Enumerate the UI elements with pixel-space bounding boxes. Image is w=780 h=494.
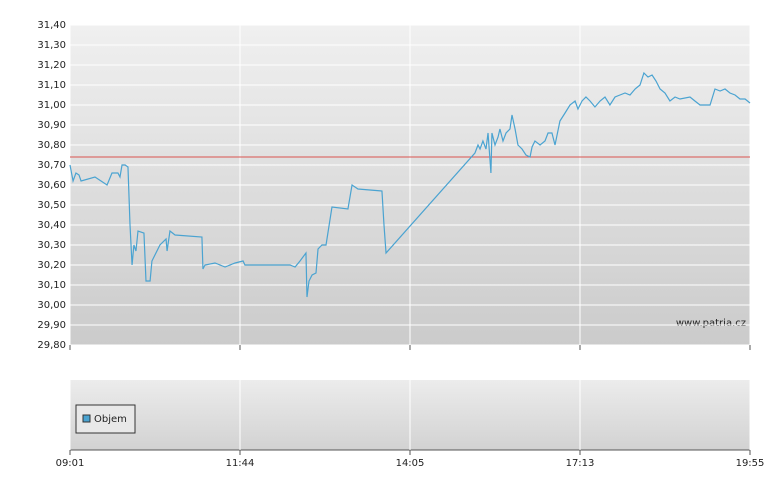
y-tick-label: 31,00 [37,100,66,111]
y-tick-label: 29,80 [37,340,66,351]
x-tick-label: 17:13 [566,458,595,469]
legend-label: Objem [94,414,127,425]
y-tick-label: 30,80 [37,140,66,151]
x-tick-label: 11:44 [226,458,255,469]
watermark: www.patria.cz [676,318,746,329]
x-tick-label: 19:55 [736,458,765,469]
y-tick-label: 30,60 [37,180,66,191]
y-tick-label: 31,30 [37,40,66,51]
y-tick-label: 31,40 [37,20,66,31]
y-tick-label: 31,10 [37,80,66,91]
y-tick-label: 30,40 [37,220,66,231]
y-tick-label: 30,90 [37,120,66,131]
legend: Objem [75,404,136,434]
y-tick-label: 30,10 [37,280,66,291]
x-tick-label: 14:05 [396,458,425,469]
y-tick-label: 30,30 [37,240,66,251]
y-tick-label: 30,50 [37,200,66,211]
price-line [69,71,751,298]
x-tick-label: 09:01 [56,458,85,469]
y-tick-label: 30,20 [37,260,66,271]
y-tick-label: 30,00 [37,300,66,311]
legend-swatch [82,414,91,423]
y-tick-label: 30,70 [37,160,66,171]
y-tick-label: 31,20 [37,60,66,71]
y-tick-label: 29,90 [37,320,66,331]
